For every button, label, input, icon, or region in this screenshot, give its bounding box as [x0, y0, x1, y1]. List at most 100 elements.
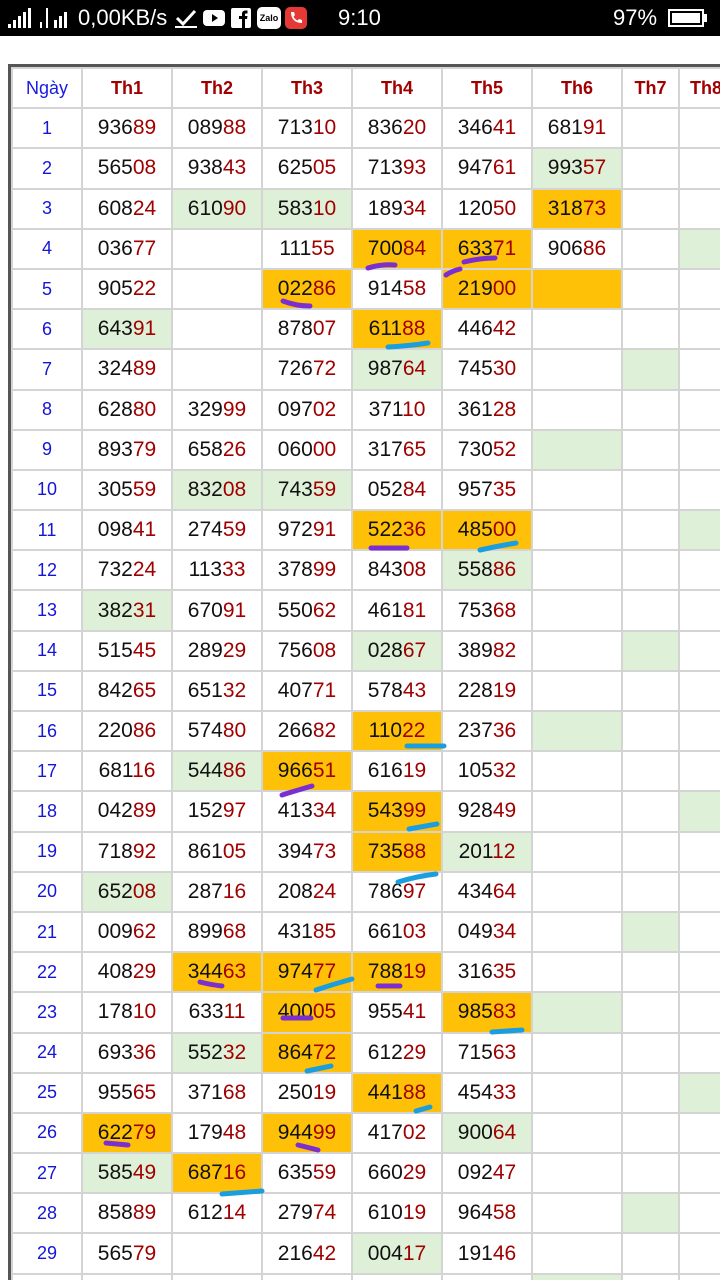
table-row: 15 84265 65132 40771 57843 22819 [11, 669, 720, 713]
result-cell [531, 509, 623, 552]
result-cell [261, 1272, 353, 1280]
result-number: 36128 [457, 397, 517, 421]
result-number: 95541 [367, 1000, 427, 1024]
result-cell: 30559 [81, 468, 173, 512]
table-row: 11 09841 27459 97291 52236 48500 [11, 509, 720, 552]
result-cell: 34641 [441, 107, 533, 150]
result-cell [531, 1031, 623, 1074]
result-cell: 69336 [81, 1031, 173, 1074]
result-cell [531, 1192, 623, 1235]
column-header: Th2 [171, 67, 263, 110]
result-number: 03677 [97, 236, 157, 260]
result-number: 43185 [277, 920, 337, 944]
result-number: 37168 [187, 1080, 247, 1104]
result-number: 71563 [457, 1040, 517, 1064]
result-cell [621, 1152, 680, 1195]
day-cell: 20 [11, 870, 83, 913]
result-number: 27459 [187, 518, 247, 542]
result-cell [678, 147, 720, 190]
result-cell: 37110 [351, 388, 443, 431]
result-cell: 65132 [171, 669, 263, 713]
result-cell: 71310 [261, 107, 353, 150]
result-number: 38231 [97, 598, 157, 622]
result-number: 31765 [367, 437, 427, 461]
result-cell: 46181 [351, 589, 443, 632]
result-number: 54486 [187, 759, 247, 783]
day-cell: 1 [11, 107, 83, 150]
result-cell [531, 1152, 623, 1195]
result-number: 98583 [457, 1000, 517, 1024]
result-cell [678, 629, 720, 672]
result-cell: 11022 [351, 709, 443, 753]
result-cell [678, 830, 720, 873]
result-cell: 03677 [81, 227, 173, 270]
result-cell [621, 709, 680, 753]
result-number: 94499 [277, 1120, 337, 1144]
result-cell [531, 549, 623, 592]
table-row: 16 22086 57480 26682 11022 23736 [11, 709, 720, 753]
result-number: 26682 [277, 719, 337, 743]
result-number: 89379 [97, 437, 157, 461]
table-row: 23 17810 63311 40005 95541 98583 [11, 991, 720, 1034]
result-cell: 78697 [351, 870, 443, 913]
result-cell [531, 589, 623, 632]
result-number: 61229 [367, 1040, 427, 1064]
result-cell [621, 107, 680, 150]
result-cell [621, 1272, 680, 1280]
result-number: 28716 [187, 879, 247, 903]
table-row: 25 95565 37168 25019 44188 45433 [11, 1071, 720, 1114]
result-cell: 55062 [261, 589, 353, 632]
result-number: 00962 [97, 920, 157, 944]
day-cell: 3 [11, 187, 83, 230]
result-cell [531, 750, 623, 793]
result-number: 90686 [547, 236, 607, 260]
result-number: 72672 [277, 357, 337, 381]
result-cell: 31765 [351, 428, 443, 471]
result-cell: 62279 [81, 1111, 173, 1155]
result-cell: 17948 [171, 1111, 263, 1155]
result-cell: 56579 [81, 1232, 173, 1275]
result-cell [621, 428, 680, 471]
result-number: 68116 [98, 759, 156, 783]
result-cell [678, 348, 720, 391]
result-number: 91458 [367, 277, 427, 301]
result-number: 65826 [187, 437, 247, 461]
result-cell: 61214 [171, 1192, 263, 1235]
result-number: 96458 [457, 1201, 517, 1225]
result-cell: 83620 [351, 107, 443, 150]
result-cell [171, 348, 263, 391]
result-cell: 40005 [261, 991, 353, 1034]
result-cell: 72672 [261, 348, 353, 391]
result-number: 71310 [277, 116, 337, 140]
result-cell [678, 308, 720, 351]
result-cell [621, 147, 680, 190]
results-table-container[interactable]: Ngày Th1 Th2 Th3 Th4 Th5 Th6 Th7 Th8 1 93… [8, 64, 720, 1280]
result-number: 28929 [187, 638, 247, 662]
result-cell: 86105 [171, 830, 263, 873]
result-number: 56579 [97, 1241, 157, 1265]
result-number: 37899 [277, 558, 337, 582]
result-cell [621, 1071, 680, 1114]
result-number: 75368 [457, 598, 517, 622]
result-cell [621, 308, 680, 351]
result-number: 48500 [457, 518, 517, 542]
result-cell: 60824 [81, 187, 173, 230]
result-cell [678, 267, 720, 311]
result-number: 12050 [457, 196, 517, 220]
result-cell: 61090 [171, 187, 263, 230]
day-cell: 11 [11, 509, 83, 552]
table-row: 10 30559 83208 74359 05284 95735 [11, 468, 720, 512]
result-cell [621, 750, 680, 793]
result-number: 57843 [367, 678, 427, 702]
result-number: 63311 [188, 1000, 246, 1024]
result-cell: 11333 [171, 549, 263, 592]
result-number: 73588 [367, 839, 427, 863]
result-cell: 75368 [441, 589, 533, 632]
zalo-icon: Zalo [257, 7, 281, 29]
result-cell [621, 227, 680, 270]
header-row: Ngày Th1 Th2 Th3 Th4 Th5 Th6 Th7 Th8 [11, 67, 720, 110]
day-cell: 24 [11, 1031, 83, 1074]
result-cell [531, 308, 623, 351]
result-number: 62880 [97, 397, 157, 421]
result-cell [531, 428, 623, 471]
